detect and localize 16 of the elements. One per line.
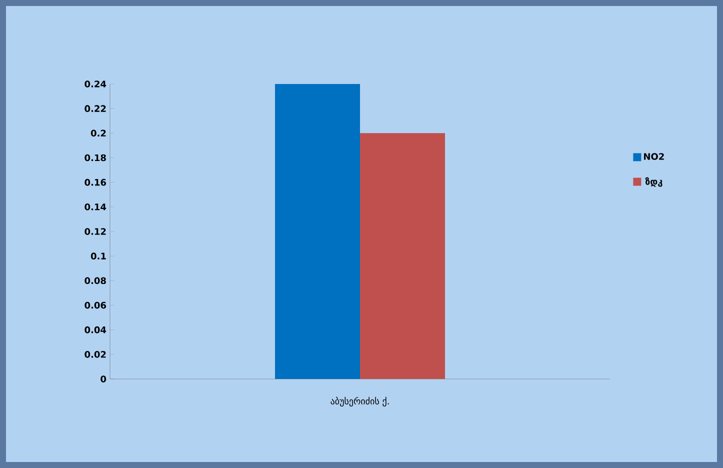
- legend-label: ზდკ: [645, 177, 662, 187]
- legend-label: NO2: [644, 153, 664, 160]
- y-tick-label: 0.04: [84, 326, 106, 334]
- y-tick-label: 0.14: [84, 204, 106, 210]
- y-tick-label: 0.16: [84, 178, 106, 186]
- x-tick-label: აბუსერიძის ქ.: [330, 396, 389, 406]
- y-tick-label: 0.2: [90, 130, 106, 137]
- y-tick-label: 0.02: [84, 351, 106, 358]
- y-tick-label: 0.22: [84, 105, 106, 112]
- y-tick-label: 0.06: [84, 302, 106, 309]
- y-tick-label: 0.18: [84, 154, 106, 162]
- y-tick-label: 0.08: [84, 277, 106, 284]
- y-tick-label: 0: [100, 376, 106, 382]
- y-tick-label: 0.1: [90, 252, 106, 260]
- y-tick-label: 0.12: [84, 228, 106, 235]
- y-tick-label: 0.24: [84, 80, 106, 88]
